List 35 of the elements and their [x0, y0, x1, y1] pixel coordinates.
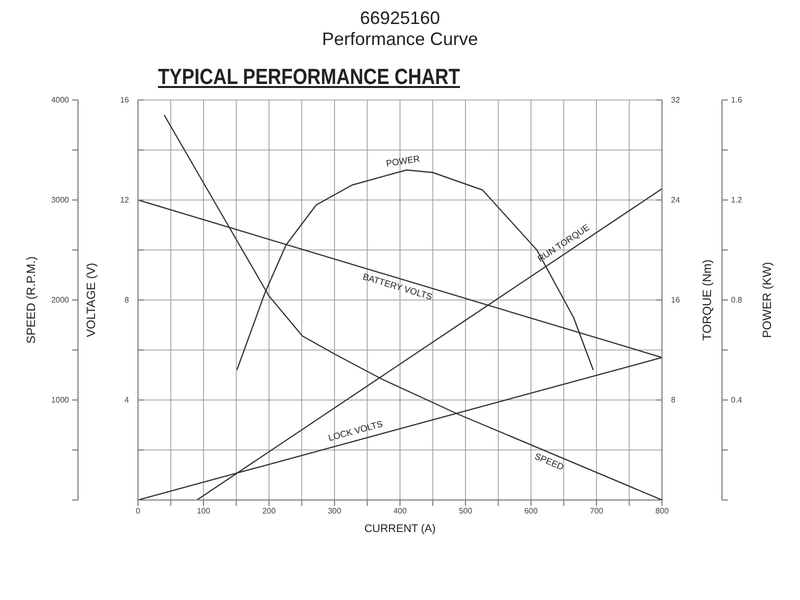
text: POWER	[385, 154, 422, 168]
y-tick-label: 4	[124, 396, 130, 405]
x-tick-label: 200	[262, 506, 276, 516]
x-tick-label: 700	[590, 506, 604, 516]
y2-axis-title: TORQUE (Nm)	[700, 259, 714, 341]
x-tick-label: 0	[136, 506, 141, 516]
y2-tick-label: 24	[671, 196, 680, 205]
y2-tick-label: 1.6	[731, 96, 743, 105]
x-tick-label: 100	[196, 506, 211, 516]
y2-tick-label: 8	[671, 396, 676, 405]
y-axis-title: SPEED (R.P.M.)	[24, 256, 38, 344]
y2-tick-label: 0.4	[731, 396, 743, 405]
y-tick-label: 4000	[51, 96, 70, 105]
y2-tick-label: 32	[671, 96, 680, 105]
x-tick-label: 500	[458, 506, 473, 516]
y-axis-title: VOLTAGE (V)	[84, 262, 98, 338]
y-tick-label: 8	[124, 296, 130, 305]
x-tick-label: 400	[393, 506, 408, 516]
x-tick-label: 300	[328, 506, 342, 516]
text: LOCK VOLTS	[327, 418, 384, 444]
chart-title: 66925160	[358, 8, 442, 29]
y2-tick-label: 1.2	[731, 196, 743, 205]
x-axis-title: CURRENT (A)	[364, 523, 436, 535]
y-tick-label: 3000	[51, 196, 70, 205]
chart-subtitle: Performance Curve	[320, 29, 480, 50]
x-tick-label: 600	[524, 506, 538, 516]
y2-tick-label: 16	[671, 296, 680, 305]
y-tick-label: 12	[120, 196, 130, 205]
y-tick-label: 1000	[51, 396, 70, 405]
y-tick-label: 16	[120, 96, 130, 105]
text: TYPICAL PERFORMANCE CHART	[158, 64, 461, 90]
y2-axis-title: POWER (KW)	[760, 262, 774, 338]
y-tick-label: 2000	[51, 296, 70, 305]
x-tick-label: 800	[655, 506, 670, 516]
y2-tick-label: 0.8	[731, 296, 743, 305]
